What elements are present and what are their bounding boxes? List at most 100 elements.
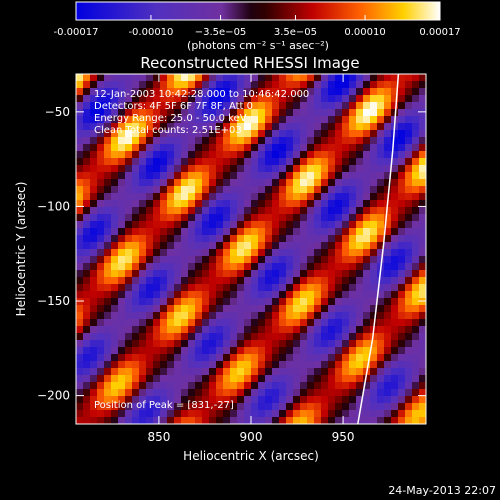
heatmap-cell <box>419 312 426 320</box>
heatmap-cell <box>314 74 322 82</box>
heatmap-cell <box>377 228 385 236</box>
heatmap-cell <box>307 193 315 201</box>
heatmap-cell <box>118 312 126 320</box>
heatmap-cell <box>293 249 301 257</box>
heatmap-cell <box>167 186 175 194</box>
heatmap-cell <box>286 116 294 124</box>
heatmap-cell <box>272 95 280 103</box>
heatmap-cell <box>139 263 147 271</box>
heatmap-cell <box>216 270 224 278</box>
heatmap-cell <box>335 144 343 152</box>
heatmap-cell <box>174 410 182 418</box>
heatmap-cell <box>244 193 252 201</box>
heatmap-cell <box>258 123 266 131</box>
heatmap-cell <box>202 200 210 208</box>
heatmap-cell <box>230 354 238 362</box>
heatmap-cell <box>167 326 175 334</box>
heatmap-cell <box>300 221 308 229</box>
heatmap-cell <box>216 123 224 131</box>
heatmap-cell <box>160 284 168 292</box>
heatmap-cell <box>412 242 420 250</box>
heatmap-cell <box>335 396 343 404</box>
heatmap-cell <box>216 221 224 229</box>
heatmap-cell <box>279 214 287 222</box>
heatmap-cell <box>391 312 399 320</box>
heatmap-cell <box>258 361 266 369</box>
heatmap-cell <box>167 312 175 320</box>
heatmap-cell <box>76 151 84 159</box>
heatmap-cell <box>153 186 161 194</box>
heatmap-cell <box>202 137 210 145</box>
heatmap-cell <box>342 326 350 334</box>
heatmap-cell <box>342 263 350 271</box>
heatmap-cell <box>363 354 371 362</box>
heatmap-cell <box>384 375 392 383</box>
heatmap-cell <box>384 81 392 89</box>
heatmap-cell <box>181 200 189 208</box>
heatmap-cell <box>398 277 406 285</box>
heatmap-cell <box>363 102 371 110</box>
y-tick-label: −200 <box>37 389 70 403</box>
heatmap-cell <box>258 326 266 334</box>
heatmap-cell <box>251 249 259 257</box>
heatmap-cell <box>335 151 343 159</box>
heatmap-cell <box>293 326 301 334</box>
heatmap-cell <box>209 228 217 236</box>
heatmap-cell <box>363 88 371 96</box>
heatmap-cell <box>174 74 182 82</box>
heatmap-cell <box>419 284 426 292</box>
heatmap-cell <box>97 95 105 103</box>
heatmap-cell <box>342 361 350 369</box>
heatmap-cell <box>223 368 231 376</box>
heatmap-cell <box>90 95 98 103</box>
heatmap-cell <box>391 186 399 194</box>
heatmap-cell <box>342 81 350 89</box>
heatmap-cell <box>272 158 280 166</box>
heatmap-cell <box>111 193 119 201</box>
heatmap-cell <box>363 228 371 236</box>
heatmap-cell <box>363 305 371 313</box>
heatmap-cell <box>335 312 343 320</box>
heatmap-cell <box>244 165 252 173</box>
heatmap-cell <box>251 382 259 390</box>
heatmap-cell <box>363 207 371 215</box>
heatmap-cell <box>328 172 336 180</box>
heatmap-cell <box>76 375 84 383</box>
heatmap-cell <box>181 389 189 397</box>
heatmap-cell <box>97 172 105 180</box>
heatmap-cell <box>300 368 308 376</box>
heatmap-cell <box>370 123 378 131</box>
heatmap-cell <box>195 95 203 103</box>
heatmap-cell <box>419 333 426 341</box>
heatmap-cell <box>125 235 133 243</box>
heatmap-cell <box>111 123 119 131</box>
heatmap-cell <box>118 249 126 257</box>
heatmap-cell <box>342 410 350 418</box>
heatmap-cell <box>342 228 350 236</box>
heatmap-cell <box>216 305 224 313</box>
heatmap-cell <box>342 298 350 306</box>
heatmap-cell <box>272 235 280 243</box>
heatmap-cell <box>104 144 112 152</box>
heatmap-cell <box>307 389 315 397</box>
heatmap-cell <box>104 256 112 264</box>
heatmap-cell <box>216 298 224 306</box>
heatmap-cell <box>279 95 287 103</box>
heatmap-cell <box>209 347 217 355</box>
heatmap-cell <box>279 396 287 404</box>
heatmap-cell <box>307 228 315 236</box>
heatmap-cell <box>83 361 91 369</box>
heatmap-cell <box>111 158 119 166</box>
heatmap-cell <box>251 228 259 236</box>
heatmap-cell <box>279 165 287 173</box>
heatmap-cell <box>356 221 364 229</box>
heatmap-cell <box>216 165 224 173</box>
heatmap-cell <box>265 109 273 117</box>
heatmap-cell <box>349 235 357 243</box>
heatmap-cell <box>216 81 224 89</box>
heatmap-cell <box>223 270 231 278</box>
heatmap-cell <box>111 284 119 292</box>
heatmap-cell <box>293 375 301 383</box>
heatmap-cell <box>174 200 182 208</box>
heatmap-cell <box>76 305 84 313</box>
